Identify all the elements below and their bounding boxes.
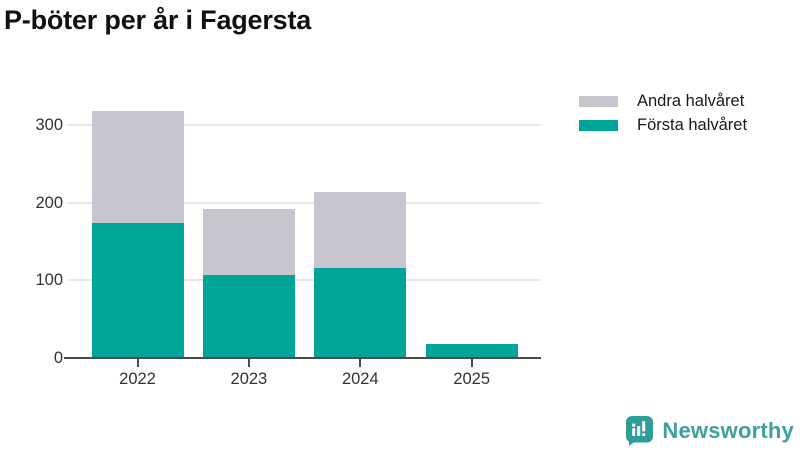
y-axis-label-200: 200 bbox=[35, 193, 63, 212]
legend-swatch-andra-halvaret bbox=[579, 95, 618, 107]
bar-segment-andra-2022 bbox=[91, 111, 184, 224]
legend-label-forsta-halvaret: Första halvåret bbox=[637, 116, 748, 135]
newsworthy-logo-text: Newsworthy bbox=[662, 417, 794, 443]
y-axis-label-100: 100 bbox=[35, 271, 63, 289]
x-axis-tick-2022 bbox=[136, 358, 139, 367]
y-axis-label-0: 0 bbox=[53, 348, 63, 367]
bar-segment-forsta-2024 bbox=[314, 267, 407, 358]
chart-title: P-böter per år i Fagersta bbox=[4, 5, 312, 35]
newsworthy-logo: Newsworthy bbox=[625, 415, 794, 446]
x-axis-tick-2023 bbox=[247, 358, 250, 367]
x-axis-baseline bbox=[64, 356, 541, 359]
legend-swatch-forsta-halvaret bbox=[579, 120, 618, 132]
x-axis-label-2022: 2022 bbox=[119, 369, 156, 388]
y-axis-label-300: 300 bbox=[35, 116, 63, 134]
gridline-y-100 bbox=[68, 279, 541, 281]
legend-item-forsta-halvaret: Första halvåret bbox=[579, 114, 747, 139]
bar-segment-andra-2023 bbox=[202, 209, 295, 275]
legend-label-andra-halvaret: Andra halvåret bbox=[637, 91, 745, 110]
bar-segment-forsta-2023 bbox=[202, 274, 295, 358]
x-axis-label-2025: 2025 bbox=[453, 369, 491, 388]
gridline-y-300 bbox=[68, 124, 541, 126]
legend: Andra halvåret Första halvåret bbox=[579, 89, 747, 138]
x-axis-tick-2024 bbox=[359, 358, 362, 367]
gridline-y-200 bbox=[68, 201, 541, 204]
bar-segment-andra-2024 bbox=[314, 192, 407, 268]
bar-segment-forsta-2022 bbox=[91, 223, 184, 358]
x-axis-label-2024: 2024 bbox=[341, 369, 379, 388]
x-axis-tick-2025 bbox=[470, 358, 473, 367]
bar-segment-forsta-2025 bbox=[425, 343, 518, 358]
x-axis-label-2023: 2023 bbox=[230, 369, 268, 388]
newsworthy-bar-chart-bubble-icon bbox=[626, 416, 654, 446]
legend-item-andra-halvaret: Andra halvåret bbox=[579, 89, 747, 114]
